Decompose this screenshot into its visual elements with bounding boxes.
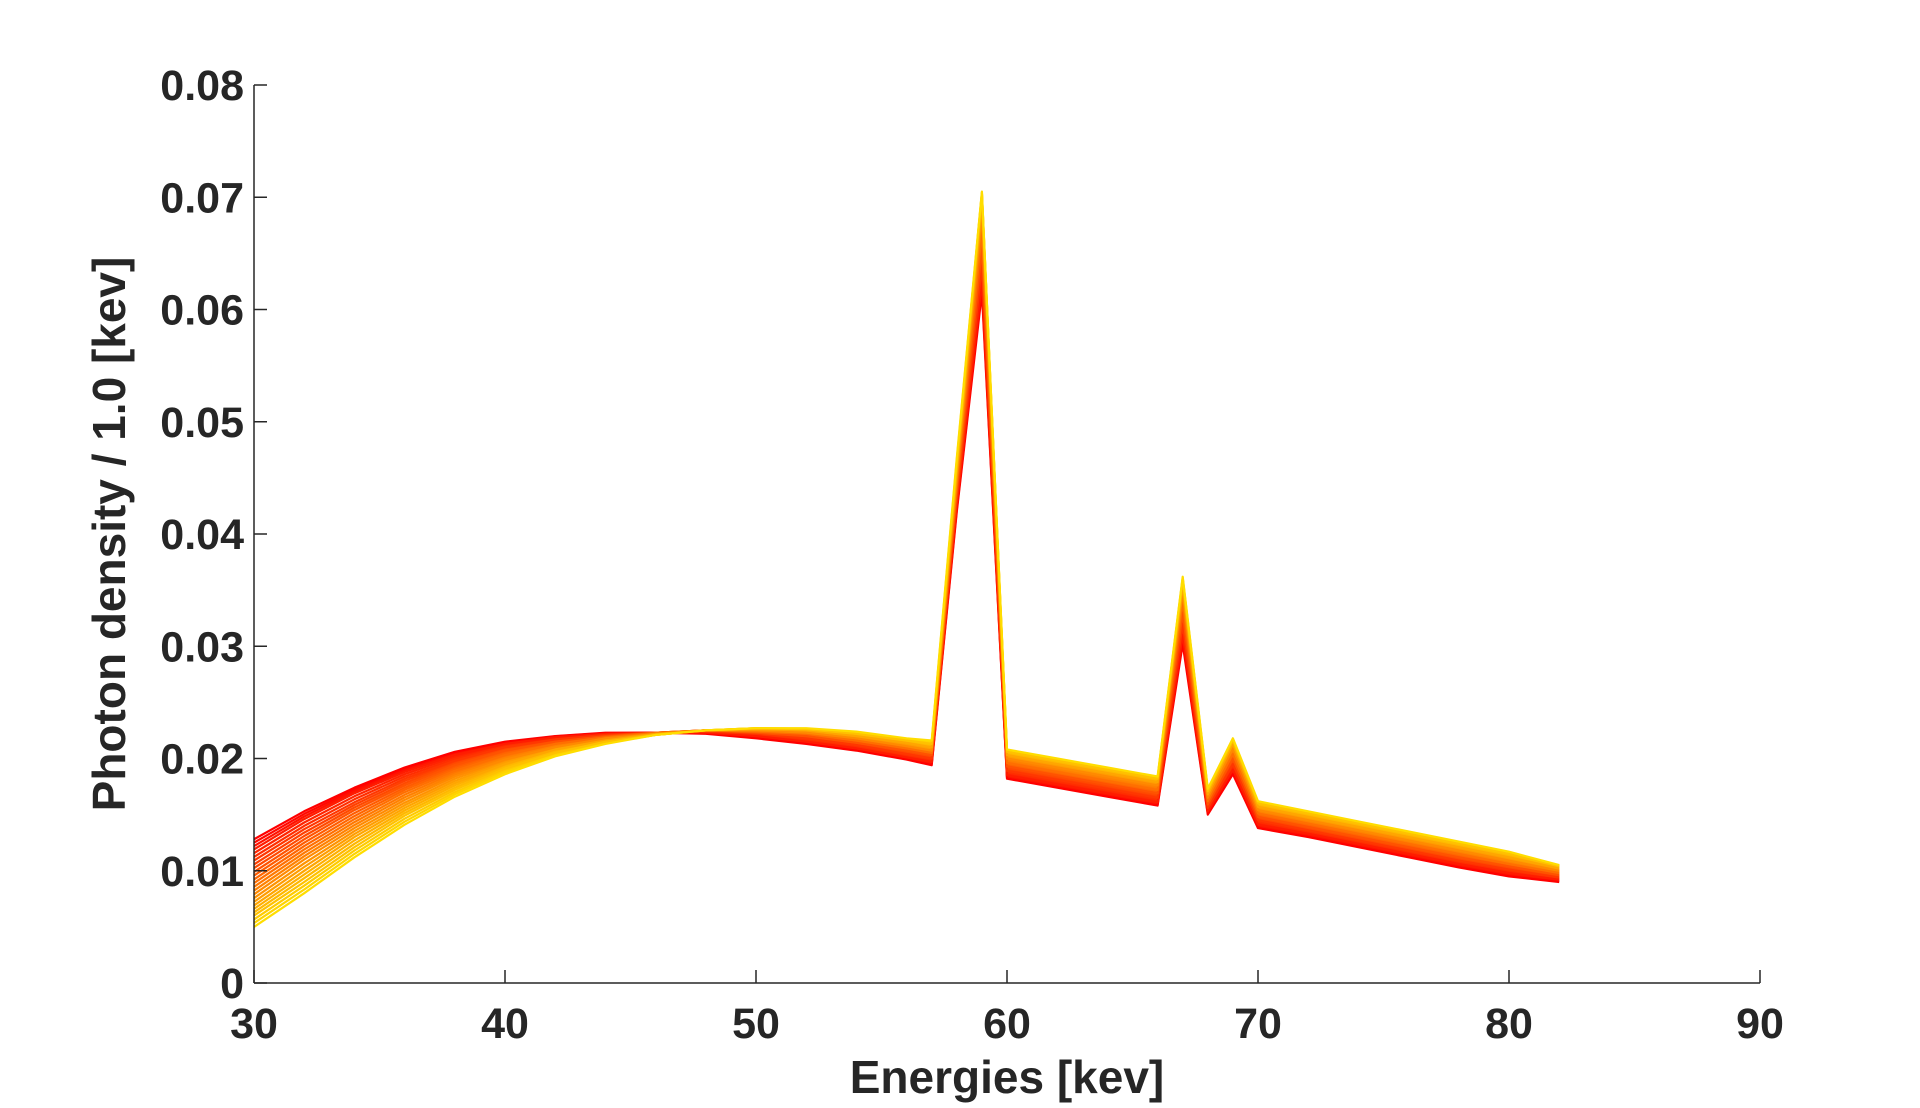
y-tick-label: 0.07 xyxy=(160,174,244,222)
x-tick-label: 60 xyxy=(983,1000,1031,1048)
y-tick-label: 0.05 xyxy=(160,399,244,447)
x-tick-label: 40 xyxy=(481,1000,529,1048)
series-band-fill xyxy=(253,195,1560,914)
y-axis-label: Photon density / 1.0 [kev] xyxy=(83,257,135,812)
x-axis-ticks: 30 40 50 60 70 80 90 xyxy=(230,970,1784,1048)
x-tick-label: 70 xyxy=(1234,1000,1282,1048)
x-tick-label: 80 xyxy=(1485,1000,1533,1048)
x-tick-label: 90 xyxy=(1736,1000,1784,1048)
y-tick-label: 0.03 xyxy=(160,623,244,671)
y-tick-label: 0.01 xyxy=(160,848,244,896)
y-tick-label: 0 xyxy=(220,960,244,1008)
y-axis-ticks: 0 0.01 0.02 0.03 0.04 0.05 0.06 0.07 0.08 xyxy=(160,62,267,1008)
y-tick-label: 0.02 xyxy=(160,736,244,784)
y-tick-label: 0.08 xyxy=(160,62,244,110)
y-tick-label: 0.06 xyxy=(160,287,244,335)
x-tick-label: 30 xyxy=(230,1000,278,1048)
series-band-fill xyxy=(253,191,1560,925)
series-band-fill xyxy=(253,198,1560,910)
series-layer xyxy=(253,190,1560,928)
y-tick-label: 0.04 xyxy=(160,511,244,559)
series-line-8 xyxy=(253,192,1560,917)
x-tick-label: 50 xyxy=(732,1000,780,1048)
series-band-fill xyxy=(253,192,1560,921)
series-line-9 xyxy=(253,190,1560,928)
x-axis-label: Energies [kev] xyxy=(850,1051,1164,1103)
